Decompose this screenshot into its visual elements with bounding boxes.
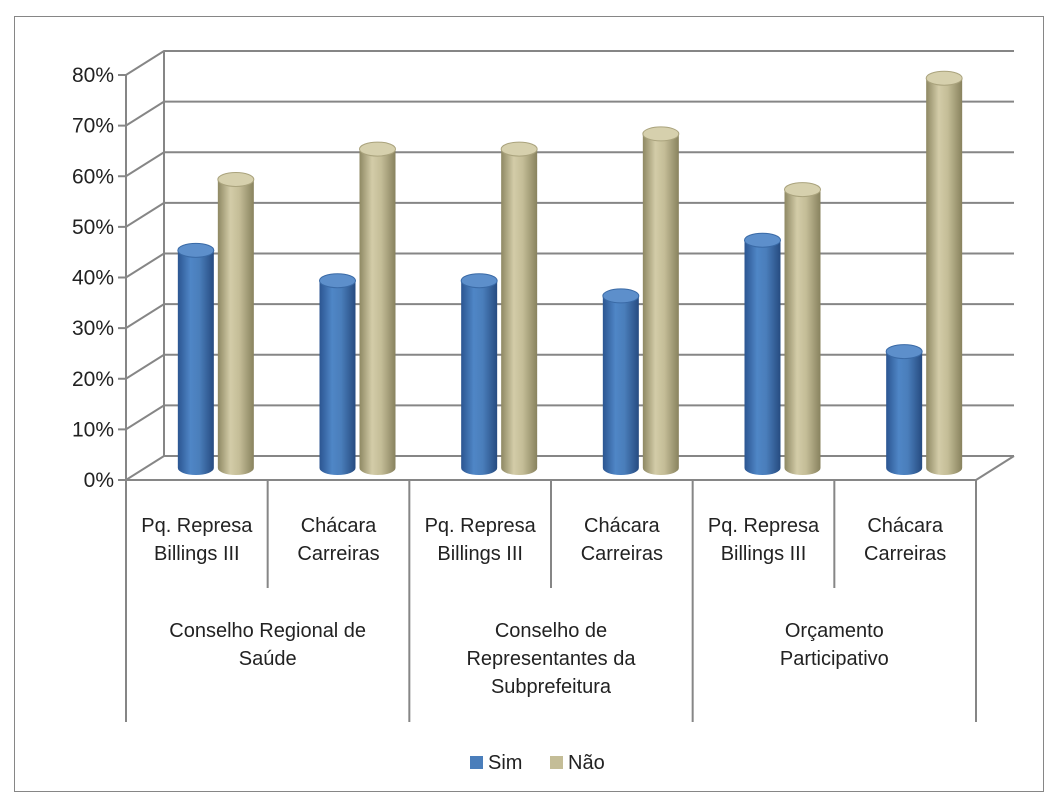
bar-top	[602, 288, 640, 304]
bar-top	[784, 182, 821, 198]
bar-body	[886, 351, 923, 476]
y-tick-label: 50%	[72, 216, 114, 239]
bar-body	[926, 78, 963, 476]
bar-top	[177, 242, 215, 258]
gridline	[125, 252, 1014, 279]
gridline	[125, 100, 1014, 127]
category-label: Chácara	[867, 515, 943, 537]
bars	[177, 70, 963, 476]
group-label: Orçamento	[785, 620, 884, 642]
bar-sim	[177, 242, 215, 476]
y-tick-label: 60%	[72, 165, 114, 188]
bar-sim	[602, 288, 640, 476]
category-label: Chácara	[301, 515, 377, 537]
y-tick-label: 0%	[84, 469, 114, 492]
gridline	[125, 455, 1014, 481]
group-label: Participativo	[780, 648, 889, 670]
bar-body	[501, 149, 538, 476]
y-tick-label: 70%	[72, 115, 114, 138]
gridline	[125, 151, 1014, 178]
category-label: Carreiras	[864, 543, 946, 565]
gridline	[125, 303, 1014, 329]
bar-body	[642, 133, 679, 476]
gridline	[125, 201, 1014, 228]
bar-body	[319, 280, 356, 476]
gridline	[125, 50, 1014, 76]
axis-labels: 0% 10% 20% 30% 40% 50% 60% 70% 80% Pq. Represa Bil…	[72, 64, 946, 698]
category-label: Pq. Represa	[425, 515, 537, 537]
bar-body	[177, 250, 214, 476]
category-label: Carreiras	[297, 543, 379, 565]
group-label: Saúde	[239, 648, 297, 670]
category-label: Billings III	[437, 543, 523, 565]
legend-swatch-sim	[470, 756, 483, 769]
bar-top	[319, 273, 356, 289]
bar-top	[925, 70, 963, 86]
legend-swatch-nao	[550, 756, 563, 769]
bar-body	[784, 189, 821, 476]
bar-nao	[642, 126, 680, 476]
bar-body	[359, 149, 396, 476]
bar-sim	[460, 273, 498, 476]
bar-sim	[744, 232, 781, 476]
category-label: Billings III	[154, 543, 240, 565]
bar-top	[460, 273, 498, 289]
y-tick-label: 20%	[72, 368, 114, 391]
gridline	[125, 353, 1014, 380]
category-label: Billings III	[721, 543, 807, 565]
bar-body	[217, 179, 254, 476]
group-label: Conselho Regional de	[169, 620, 366, 642]
legend: Sim Não	[470, 752, 605, 774]
bar-top	[217, 171, 255, 187]
y-tick-label: 10%	[72, 418, 114, 441]
bar-nao	[500, 141, 538, 476]
bar-nao	[925, 70, 963, 476]
gridlines	[125, 50, 1014, 481]
group-label: Conselho de	[495, 620, 607, 642]
bar-top	[500, 141, 538, 157]
category-label: Pq. Represa	[708, 515, 820, 537]
bar-nao	[784, 182, 821, 476]
bar-nao	[217, 171, 255, 476]
bar-nao	[359, 141, 396, 476]
axes	[118, 51, 1015, 722]
bar-sim	[885, 344, 923, 476]
bar-body	[744, 240, 781, 476]
y-tick-label: 40%	[72, 267, 114, 290]
bar-body	[602, 295, 639, 476]
floor-right-edge	[975, 455, 1015, 481]
bar-sim	[319, 273, 356, 476]
group-label: Subprefeitura	[491, 676, 612, 698]
legend-label-nao: Não	[568, 752, 605, 774]
group-label: Representantes da	[466, 648, 636, 670]
bar-body	[461, 280, 498, 476]
category-label: Pq. Represa	[141, 515, 253, 537]
y-tick-label: 30%	[72, 317, 114, 340]
category-label: Carreiras	[581, 543, 663, 565]
legend-label-sim: Sim	[488, 752, 522, 774]
bar-top	[359, 141, 396, 157]
bar-top	[885, 344, 923, 360]
y-tick-label: 80%	[72, 64, 114, 87]
bar-top	[642, 126, 680, 142]
gridline	[125, 404, 1014, 431]
category-label: Chácara	[584, 515, 660, 537]
bar-top	[744, 232, 781, 248]
